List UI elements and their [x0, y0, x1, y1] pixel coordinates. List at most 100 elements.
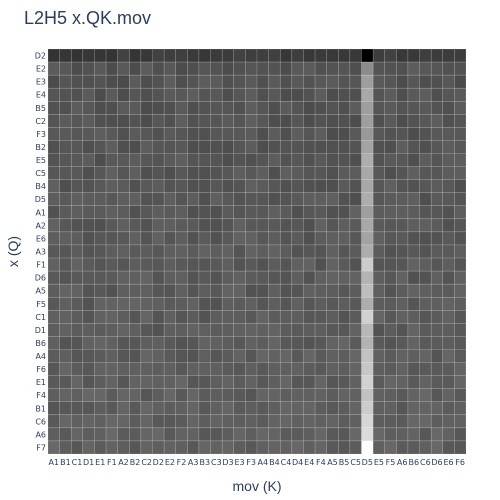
heatmap-cell	[430, 401, 444, 416]
heatmap-cell	[396, 440, 409, 455]
heatmap-cell	[361, 283, 374, 298]
heatmap-cell	[268, 166, 281, 180]
heatmap-cell	[326, 388, 339, 402]
heatmap-cell	[59, 127, 72, 141]
heatmap-cell	[221, 296, 235, 311]
heatmap-cell	[210, 205, 223, 220]
heatmap-cell	[291, 166, 304, 180]
heatmap-cell	[291, 74, 304, 89]
heatmap-cell	[70, 310, 84, 324]
heatmap-cell	[82, 375, 95, 389]
heatmap-cell	[407, 388, 420, 402]
heatmap-cell	[82, 414, 95, 429]
heatmap-cell	[210, 375, 223, 389]
heatmap-cell	[396, 323, 409, 337]
heatmap-cell	[303, 153, 316, 167]
heatmap-cell	[454, 427, 467, 442]
heatmap-cell	[187, 283, 200, 298]
heatmap-cell	[338, 48, 351, 63]
heatmap-cell	[384, 205, 397, 220]
heatmap-cell	[198, 257, 211, 272]
heatmap-cell	[129, 153, 142, 167]
heatmap-cell	[47, 362, 60, 376]
heatmap-cell	[210, 244, 223, 259]
heatmap-cell	[303, 323, 316, 337]
heatmap-cell	[70, 231, 84, 246]
heatmap-cell	[187, 114, 200, 128]
heatmap-cell	[419, 375, 432, 389]
heatmap-cell	[94, 310, 107, 324]
heatmap-cell	[117, 218, 130, 233]
heatmap-cell	[47, 218, 60, 233]
x-tick-label: B4	[269, 458, 280, 467]
heatmap-cell	[396, 414, 409, 429]
heatmap-cell	[117, 349, 130, 363]
heatmap-cell	[314, 362, 327, 376]
heatmap-cell	[163, 362, 176, 376]
heatmap-cell	[47, 244, 60, 259]
heatmap-cell	[291, 179, 304, 193]
heatmap-cell	[198, 283, 211, 298]
heatmap-cell	[326, 74, 339, 89]
heatmap-cell	[384, 323, 397, 337]
heatmap-cell	[407, 140, 420, 154]
heatmap-cell	[210, 349, 223, 363]
heatmap-cell	[163, 231, 176, 246]
heatmap-cell	[198, 244, 211, 259]
heatmap-cell	[233, 440, 246, 455]
heatmap-cell	[303, 61, 316, 76]
heatmap-cell	[454, 61, 467, 76]
heatmap-cell	[396, 127, 409, 141]
heatmap-cell	[314, 310, 327, 324]
y-tick-label: E6	[36, 234, 46, 243]
x-tick-label: B2	[130, 458, 141, 467]
x-tick-label: C2	[141, 458, 152, 467]
heatmap-cell	[198, 427, 211, 442]
heatmap-cell	[117, 440, 130, 455]
heatmap-cell	[326, 427, 339, 442]
heatmap-cell	[94, 414, 107, 429]
heatmap-cell	[256, 127, 269, 141]
heatmap-cell	[221, 375, 235, 389]
heatmap-cell	[338, 401, 351, 416]
heatmap-cell	[349, 101, 362, 115]
heatmap-cell	[396, 87, 409, 102]
heatmap-cell	[442, 270, 455, 285]
heatmap-cell	[233, 283, 246, 298]
y-tick-label: B6	[35, 339, 46, 348]
heatmap-cell	[82, 87, 95, 102]
heatmap-cell	[140, 101, 153, 115]
x-tick-label: E5	[374, 458, 384, 467]
heatmap-cell	[105, 74, 118, 89]
heatmap-cell	[117, 166, 130, 180]
heatmap-cell	[163, 388, 176, 402]
heatmap-cell	[210, 388, 223, 402]
heatmap-cell	[245, 401, 258, 416]
heatmap-cell	[94, 127, 107, 141]
x-tick-label: A2	[118, 458, 129, 467]
heatmap-cell	[349, 74, 362, 89]
heatmap-cell	[407, 310, 420, 324]
heatmap-cell	[419, 270, 432, 285]
heatmap-cell	[361, 310, 374, 324]
heatmap-cell	[303, 296, 316, 311]
heatmap-cell	[419, 296, 432, 311]
heatmap-cell	[70, 401, 84, 416]
heatmap-cell	[129, 375, 142, 389]
heatmap-cell	[163, 323, 176, 337]
x-tick-label: D3	[222, 458, 233, 467]
heatmap-cell	[314, 114, 327, 128]
heatmap-cell	[82, 231, 95, 246]
heatmap-cell	[361, 349, 374, 363]
heatmap-cell	[314, 101, 327, 115]
heatmap-cell	[407, 323, 420, 337]
heatmap-cell	[419, 179, 432, 193]
heatmap-cell	[152, 218, 165, 233]
heatmap-cell	[268, 283, 281, 298]
heatmap-cell	[314, 205, 327, 220]
heatmap-cell	[245, 349, 258, 363]
heatmap-cell	[430, 427, 444, 442]
heatmap-cell	[221, 440, 235, 455]
heatmap-cell	[442, 192, 455, 207]
heatmap-cell	[303, 349, 316, 363]
